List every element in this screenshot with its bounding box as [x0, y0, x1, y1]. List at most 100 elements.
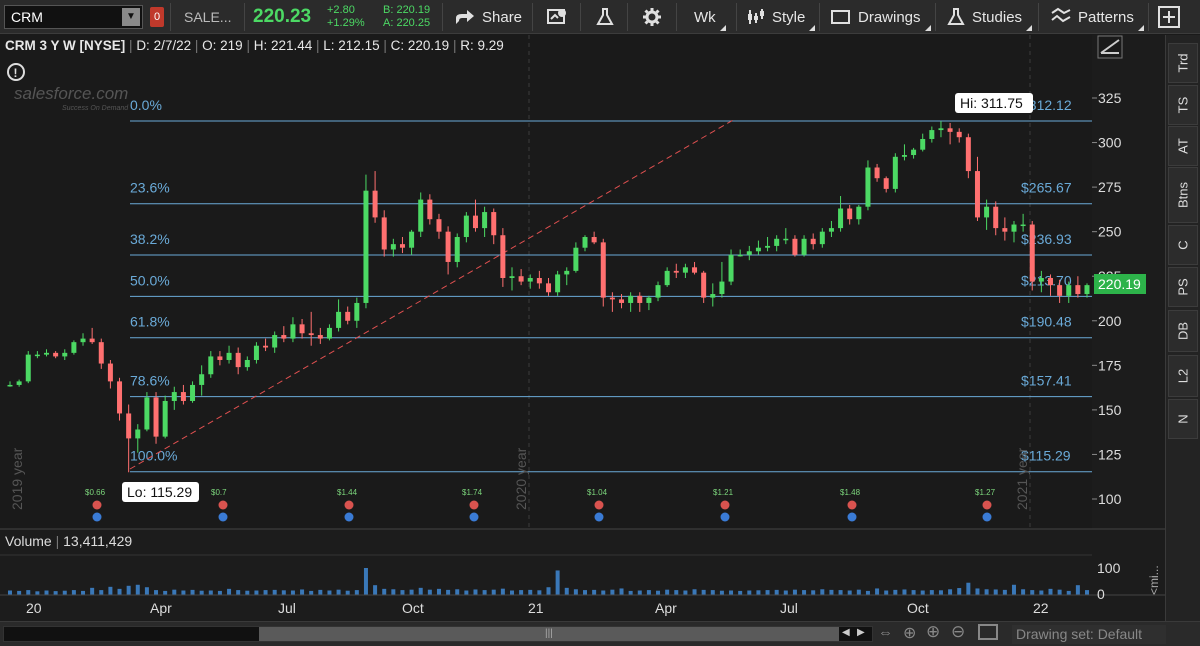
volume-bar: [290, 590, 295, 595]
pan-handle-icon[interactable]: ⇔: [878, 624, 893, 641]
studies-flask-button[interactable]: [595, 0, 615, 34]
fib-level-percent: 100.0%: [130, 448, 177, 464]
net-change: +2.80: [327, 4, 355, 16]
candle-body: [199, 374, 205, 385]
price-chart[interactable]: 0.0% $312.12 23.6% $265.67 38.2% $236.93 50.0%…: [0, 35, 1165, 631]
candle-body: [390, 244, 396, 250]
side-tab-ts[interactable]: TS: [1168, 85, 1198, 125]
side-tab-label: TS: [1175, 96, 1191, 114]
fib-level-percent: 23.6%: [130, 180, 170, 196]
volume-bar: [792, 589, 797, 595]
settings-button[interactable]: [642, 0, 662, 34]
volume-bar: [911, 590, 916, 595]
side-tab-trd[interactable]: Trd: [1168, 43, 1198, 83]
candle-body: [801, 238, 807, 255]
candle-body: [774, 238, 780, 246]
time-tick-label: Apr: [655, 600, 677, 616]
side-tab-btns[interactable]: Btns: [1168, 167, 1198, 223]
scroll-left-icon[interactable]: ◀: [842, 627, 850, 638]
earnings-icon: [218, 512, 228, 522]
candle-body: [692, 267, 698, 273]
chart-settings-button[interactable]: [546, 0, 568, 34]
chart-info-bar: CRM 3 Y W [NYSE] | D: 2/7/22 | O: 219 | …: [5, 38, 504, 53]
patterns-menu-button[interactable]: Patterns: [1050, 0, 1144, 34]
chart-toolbar: CRM ▼ 0 SALE... 220.23 +2.80 +1.29% B: 2…: [0, 0, 1200, 34]
alert-info-button[interactable]: !: [7, 63, 25, 81]
volume-bar: [975, 588, 980, 595]
volume-bar: [354, 590, 359, 595]
drawings-menu-button[interactable]: Drawings: [830, 0, 931, 34]
volume-bar: [217, 590, 222, 595]
drawing-tool-toggle[interactable]: [1097, 35, 1123, 59]
side-tab-db[interactable]: DB: [1168, 310, 1198, 352]
candle-body: [1029, 224, 1035, 282]
volume-collapse-label[interactable]: <mi...: [1147, 565, 1161, 595]
scroll-right-icon[interactable]: ▶: [857, 627, 865, 638]
volume-bar: [865, 590, 870, 595]
zoom-out-icon[interactable]: ⊖: [951, 622, 966, 641]
drawing-set-selector[interactable]: Drawing set: Default: [1012, 625, 1166, 644]
candle-body: [345, 311, 351, 321]
time-scrollbar[interactable]: ||| ◀ ▶: [3, 626, 873, 642]
volume-bar: [464, 590, 469, 595]
candle-body: [34, 354, 40, 357]
volume-bar: [628, 590, 633, 595]
aggregation-period-dropdown[interactable]: Wk: [694, 0, 726, 34]
zoom-in-icon[interactable]: ⊕: [926, 622, 941, 641]
volume-bar: [336, 589, 341, 595]
symbol-link-badge[interactable]: 0: [150, 7, 164, 27]
side-tab-ps[interactable]: PS: [1168, 267, 1198, 307]
candle-body: [1038, 278, 1044, 282]
side-tab-c[interactable]: C: [1168, 225, 1198, 265]
candle-body: [171, 392, 177, 401]
style-menu-button[interactable]: Style: [746, 0, 816, 34]
earnings-icon: [720, 512, 730, 522]
studies-menu-button[interactable]: Studies: [946, 0, 1033, 34]
volume-bar: [546, 587, 551, 595]
symbol-input[interactable]: CRM ▼: [4, 5, 143, 29]
share-button[interactable]: Share: [454, 0, 522, 34]
volume-bar: [26, 590, 31, 595]
scrollbar-thumb[interactable]: |||: [259, 627, 839, 641]
fib-level-price: $213.70: [1021, 272, 1072, 288]
side-tab-n[interactable]: N: [1168, 399, 1198, 439]
fib-level-price: $115.29: [1021, 448, 1071, 464]
volume-bar: [1057, 589, 1062, 595]
side-tab-l2[interactable]: L2: [1168, 355, 1198, 397]
volume-bar: [99, 590, 104, 595]
dividend-label: $1.04: [587, 488, 608, 497]
candle-body: [509, 276, 515, 279]
volume-bar: [619, 588, 624, 595]
candle-body: [819, 231, 825, 245]
volume-bar: [154, 590, 159, 595]
candle-body: [765, 245, 771, 248]
candle-body: [628, 295, 634, 303]
fib-trendline[interactable]: [129, 118, 736, 470]
volume-bar: [71, 590, 76, 595]
chart-settings-icon: [547, 9, 566, 24]
volume-bar: [181, 590, 186, 595]
crosshair-icon[interactable]: ⊕: [903, 625, 917, 642]
fibonacci-retracement[interactable]: 0.0% $312.12 23.6% $265.67 38.2% $236.93 50.0%…: [130, 97, 1092, 473]
company-logo: salesforce.com: [14, 84, 128, 103]
dividend-label: $1.27: [975, 488, 996, 497]
candle-body: [463, 215, 469, 238]
dividend-icon: [218, 500, 228, 510]
add-panel-button[interactable]: [1158, 0, 1180, 34]
drawings-icon: [831, 10, 850, 24]
candle-body: [783, 238, 789, 241]
volume-bar: [610, 589, 615, 595]
percent-change: +1.29%: [327, 17, 365, 29]
volume-bar: [400, 590, 405, 595]
candle-body: [600, 242, 606, 298]
zoom-box-icon[interactable]: [978, 624, 998, 640]
volume-bar: [637, 590, 642, 595]
volume-bar: [774, 589, 779, 595]
candle-body: [646, 297, 652, 303]
time-axis[interactable]: 20 Apr Jul Oct 21 Apr Jul Oct 22: [26, 600, 1049, 616]
volume-bar: [729, 590, 734, 595]
symbol-dropdown-icon[interactable]: ▼: [122, 8, 140, 26]
candle-body: [472, 215, 478, 229]
side-tab-at[interactable]: AT: [1168, 126, 1198, 166]
candle-body: [253, 345, 259, 360]
